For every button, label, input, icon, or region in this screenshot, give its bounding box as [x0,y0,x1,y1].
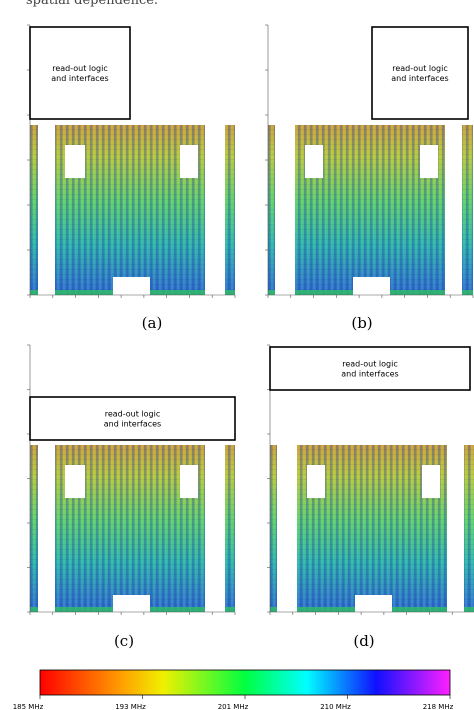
colorbar-tick-label: 201 MHz [218,703,249,710]
box-text: and interfaces [51,74,108,83]
gap [65,145,85,178]
panel-label: (d) [353,632,374,650]
gap [355,595,392,612]
gap [180,465,198,498]
readout-box [29,26,131,120]
box-text: and interfaces [341,370,398,379]
gap [420,145,438,178]
gap [180,145,198,178]
box-text: read-out logic [52,64,108,73]
box-text: read-out logic [342,360,398,369]
gap [447,445,464,612]
gap [353,277,390,295]
colorbar-tick-label: 185 MHz [13,703,44,710]
readout-box [269,346,471,391]
panel-label: (a) [142,314,163,332]
gap [305,145,323,178]
gap [113,595,150,612]
panel-label: (b) [351,314,372,332]
gap [205,445,225,612]
gap [422,465,440,498]
readout-box [371,26,469,120]
gap [277,445,297,612]
box-text: read-out logic [392,64,448,73]
heatmap-texture [30,445,235,612]
colorbar-tick-label: 210 MHz [320,703,351,710]
box-text: and interfaces [104,420,161,429]
gap [113,277,150,295]
box-text: read-out logic [105,410,161,419]
gap [38,125,55,295]
readout-box [29,396,236,441]
heatmap-texture [30,125,235,295]
gap [38,445,55,612]
colorbar-tick-label: 218 MHz [423,703,454,710]
gap [445,125,462,295]
gap [205,125,225,295]
gap [65,465,85,498]
colorbar-tick-label: 193 MHz [115,703,146,710]
caption-fragment: spatial dependence. [26,0,158,8]
box-text: and interfaces [391,74,448,83]
panel-label: (c) [114,632,134,650]
gap [275,125,295,295]
gap [307,465,325,498]
colorbar [39,669,451,696]
heatmap-texture [270,445,474,612]
heatmap-texture [268,125,473,295]
